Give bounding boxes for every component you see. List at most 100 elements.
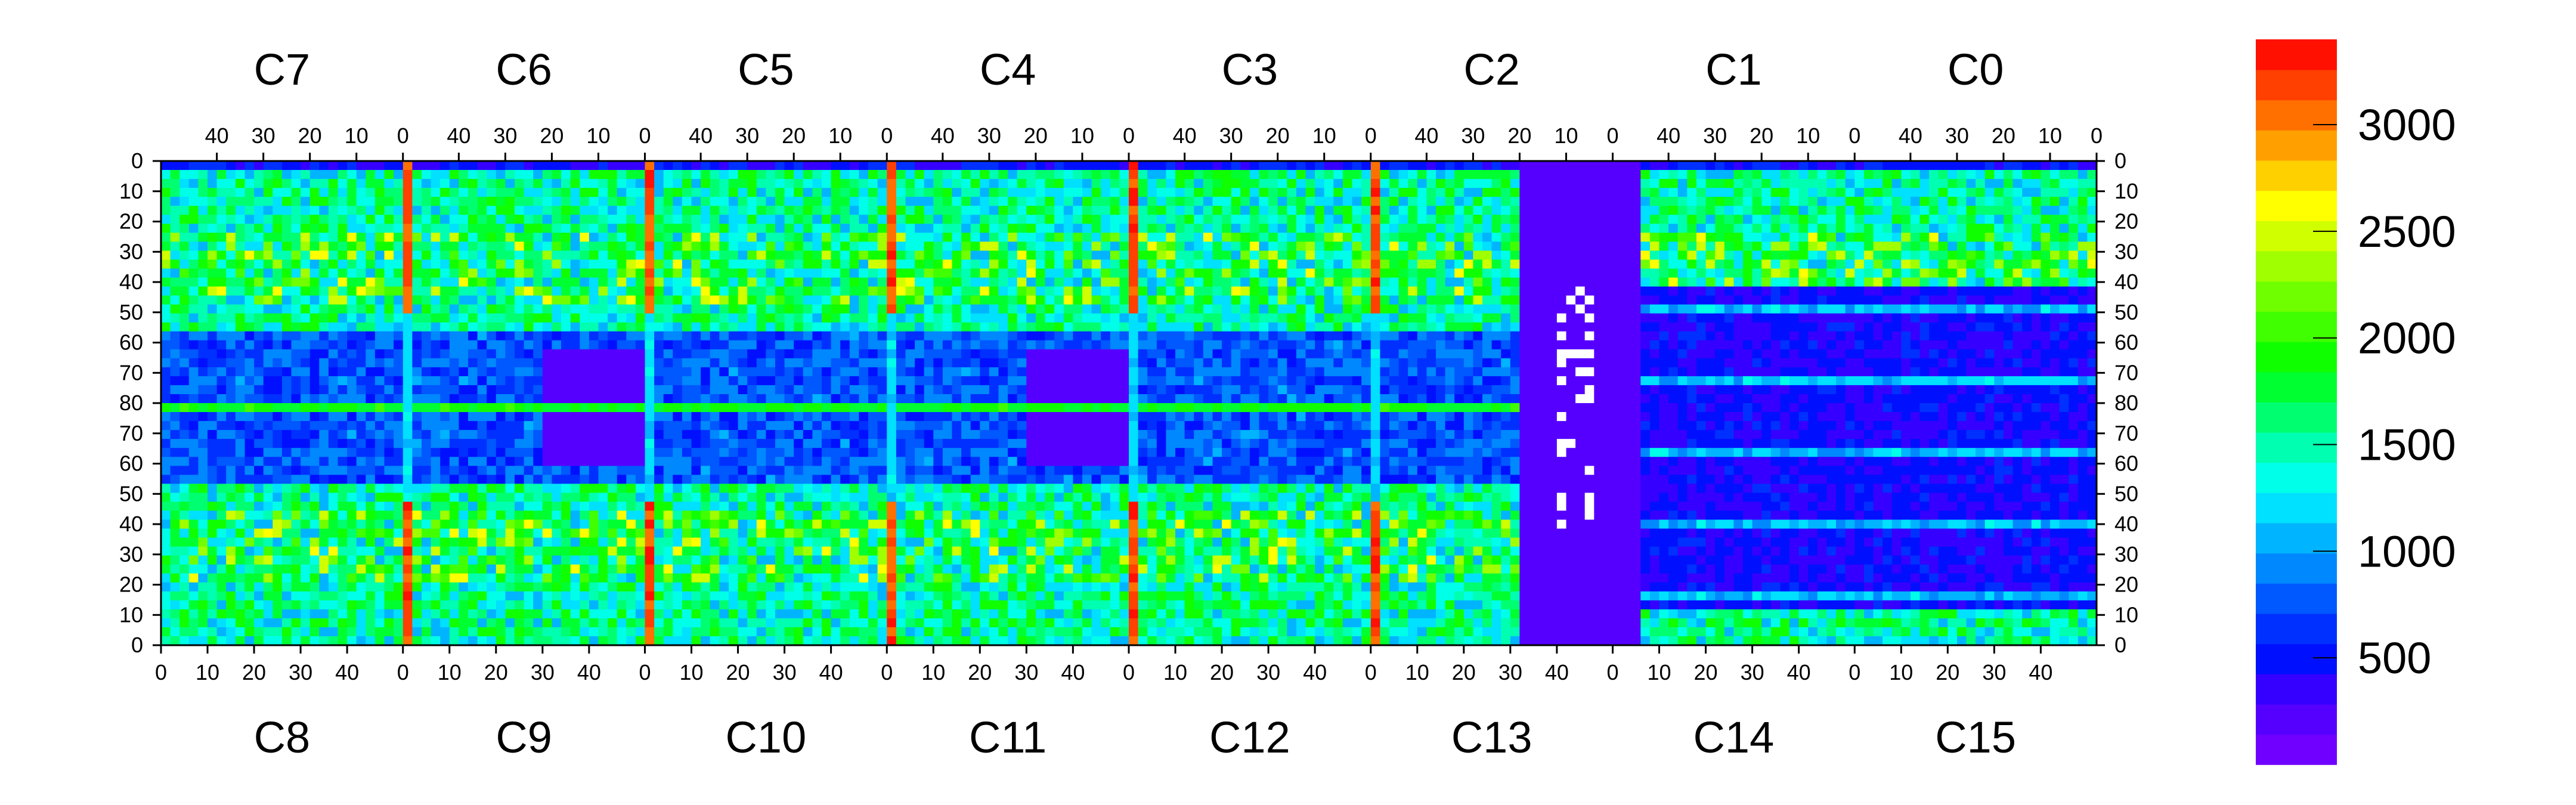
- heatmap-cell: [924, 188, 934, 197]
- heatmap-cell: [952, 430, 962, 439]
- heatmap-cell: [374, 188, 385, 197]
- heatmap-cell: [942, 331, 952, 341]
- heatmap-cell: [263, 250, 273, 260]
- heatmap-cell: [896, 286, 906, 296]
- heatmap-cell: [729, 349, 739, 359]
- heatmap-cell: [533, 636, 543, 646]
- heatmap-cell: [905, 331, 915, 341]
- heatmap-cell: [394, 322, 404, 332]
- heatmap-cell: [552, 233, 562, 242]
- heatmap-cell: [784, 591, 794, 601]
- heatmap-cell: [394, 394, 404, 404]
- heatmap-cell: [729, 286, 739, 296]
- heatmap-cell: [198, 448, 208, 457]
- heatmap-cell: [598, 412, 608, 422]
- heatmap-cell: [244, 161, 255, 171]
- heatmap-cell: [356, 475, 366, 484]
- heatmap-cell: [459, 304, 469, 314]
- heatmap-cell: [859, 394, 869, 404]
- heatmap-cell: [570, 206, 580, 215]
- heatmap-cell: [449, 304, 459, 314]
- heatmap-cell: [309, 448, 320, 457]
- heatmap-cell: [524, 501, 534, 511]
- heatmap-cell: [645, 591, 655, 601]
- heatmap-cell: [384, 242, 394, 251]
- heatmap-cell: [301, 564, 311, 574]
- heatmap-cell: [980, 170, 990, 179]
- heatmap-cell: [561, 466, 571, 475]
- heatmap-cell: [701, 484, 711, 493]
- heatmap-cell: [309, 484, 320, 493]
- heatmap-cell: [440, 636, 450, 646]
- heatmap-cell: [301, 519, 311, 529]
- heatmap-cell: [1008, 493, 1018, 502]
- heatmap-cell: [1008, 591, 1018, 601]
- heatmap-cell: [598, 448, 608, 457]
- heatmap-cell: [701, 546, 711, 556]
- heatmap-cell: [226, 501, 236, 511]
- heatmap-cell: [179, 627, 190, 637]
- heatmap-cell: [775, 412, 785, 422]
- heatmap-cell: [942, 403, 952, 413]
- heatmap-cell: [319, 242, 329, 251]
- heatmap-cell: [719, 215, 729, 224]
- heatmap-cell: [989, 376, 999, 386]
- heatmap-cell: [998, 197, 1008, 206]
- heatmap-cell: [775, 170, 785, 179]
- heatmap-cell: [188, 394, 199, 404]
- heatmap-cell: [477, 421, 487, 431]
- heatmap-cell: [552, 340, 562, 350]
- heatmap-cell: [580, 537, 590, 547]
- heatmap-cell: [552, 627, 562, 637]
- heatmap-cell: [188, 188, 199, 197]
- heatmap-cell: [887, 528, 897, 538]
- heatmap-cell: [263, 394, 273, 404]
- heatmap-cell: [915, 403, 925, 413]
- heatmap-cell: [477, 331, 487, 341]
- heatmap-cell: [626, 224, 636, 233]
- heatmap-cell: [542, 304, 552, 314]
- heatmap-cell: [915, 555, 925, 565]
- heatmap-cell: [394, 206, 404, 215]
- heatmap-cell: [170, 618, 180, 628]
- heatmap-cell: [673, 250, 683, 260]
- heatmap-cell: [608, 439, 618, 448]
- heatmap-cell: [366, 618, 376, 628]
- heatmap-cell: [188, 215, 199, 224]
- heatmap-cell: [319, 519, 329, 529]
- heatmap-cell: [459, 430, 469, 439]
- heatmap-cell: [682, 394, 692, 404]
- heatmap-cell: [356, 394, 366, 404]
- heatmap-cell: [309, 376, 320, 386]
- heatmap-cell: [263, 510, 273, 520]
- heatmap-cell: [831, 215, 841, 224]
- heatmap-cell: [431, 197, 441, 206]
- heatmap-cell: [291, 466, 301, 475]
- heatmap-cell: [952, 421, 962, 431]
- heatmap-cell: [738, 582, 748, 592]
- heatmap-cell: [663, 268, 673, 278]
- heatmap-cell: [766, 421, 776, 431]
- heatmap-cell: [663, 188, 673, 197]
- heatmap-cell: [198, 466, 208, 475]
- heatmap-cell: [431, 510, 441, 520]
- heatmap-cell: [394, 555, 404, 565]
- heatmap-cell: [766, 322, 776, 332]
- heatmap-cell: [216, 376, 227, 386]
- heatmap-cell: [635, 430, 645, 439]
- heatmap-cell: [235, 546, 245, 556]
- heatmap-cell: [617, 259, 627, 269]
- heatmap-cell: [505, 331, 515, 341]
- heatmap-cell: [273, 233, 283, 242]
- heatmap-cell: [570, 439, 580, 448]
- heatmap-cell: [654, 242, 664, 251]
- heatmap-cell: [794, 582, 804, 592]
- heatmap-cell: [859, 501, 869, 511]
- heatmap-cell: [729, 259, 739, 269]
- heatmap-cell: [384, 573, 394, 583]
- heatmap-cell: [449, 528, 459, 538]
- heatmap-cell: [896, 358, 906, 368]
- heatmap-cell: [552, 519, 562, 529]
- heatmap-cell: [309, 591, 320, 601]
- heatmap-cell: [208, 394, 218, 404]
